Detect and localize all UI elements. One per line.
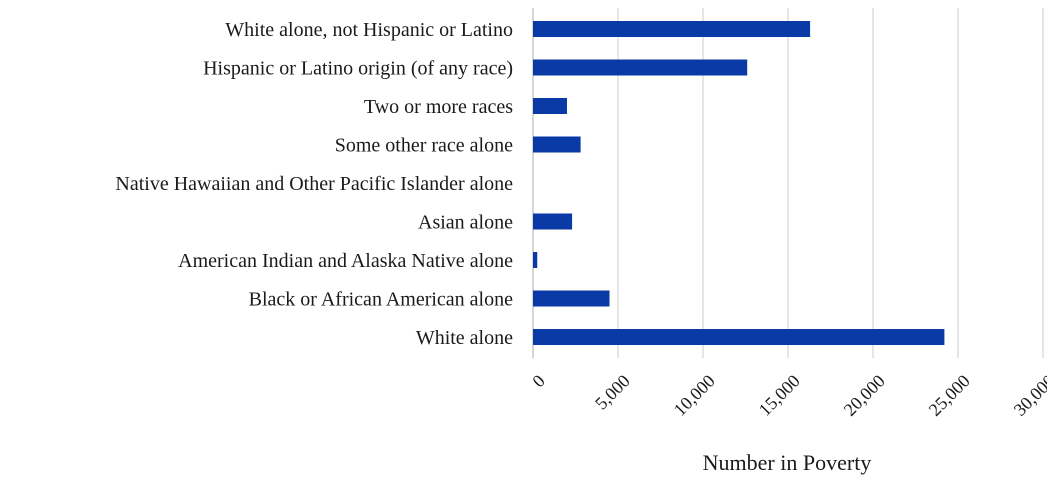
bar bbox=[533, 290, 610, 307]
bar bbox=[533, 329, 945, 345]
category-label: Black or African American alone bbox=[249, 289, 513, 311]
x-tick-label: 15,000 bbox=[755, 371, 804, 420]
x-tick-label: 10,000 bbox=[670, 371, 719, 420]
category-labels: White alone, not Hispanic or Latino Hispa… bbox=[115, 19, 513, 349]
category-label: Hispanic or Latino origin (of any race) bbox=[203, 58, 513, 80]
category-label: Two or more races bbox=[364, 96, 513, 118]
category-label: Asian alone bbox=[418, 212, 513, 234]
bar bbox=[533, 136, 581, 153]
bar bbox=[533, 98, 567, 114]
category-label: Some other race alone bbox=[335, 135, 513, 157]
bar bbox=[533, 252, 538, 268]
category-label: Native Hawaiian and Other Pacific Island… bbox=[115, 173, 513, 195]
x-tick-label: 5,000 bbox=[591, 371, 634, 414]
category-label: White alone, not Hispanic or Latino bbox=[225, 19, 513, 41]
x-axis-title: Number in Poverty bbox=[703, 450, 872, 475]
bar bbox=[533, 59, 748, 76]
x-tick-label: 0 bbox=[528, 371, 549, 392]
bars bbox=[533, 21, 945, 345]
x-tick-label: 30,000 bbox=[1010, 371, 1047, 420]
x-tick-label: 20,000 bbox=[840, 371, 889, 420]
x-tick-labels: 0 5,000 10,000 15,000 20,000 25,000 30,000 bbox=[528, 371, 1047, 420]
category-label: American Indian and Alaska Native alone bbox=[178, 250, 513, 272]
bar bbox=[533, 21, 811, 37]
x-tick-label: 25,000 bbox=[925, 371, 974, 420]
bar bbox=[533, 213, 573, 230]
category-label: White alone bbox=[416, 327, 513, 349]
